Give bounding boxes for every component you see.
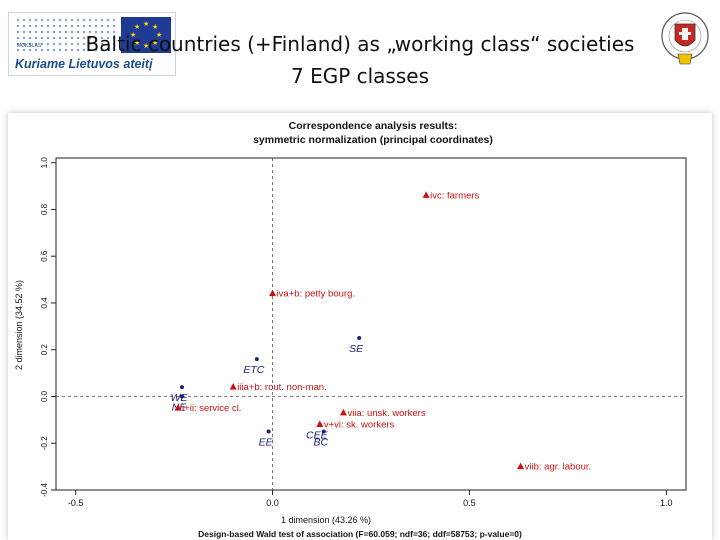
country-point-label: SE <box>349 343 364 355</box>
class-point-marker <box>316 420 324 428</box>
class-point-marker <box>174 404 182 411</box>
plot-frame <box>55 157 687 491</box>
class-point-label: iiia+b: rout. non-man. <box>237 382 327 393</box>
country-point-marker <box>180 385 184 390</box>
slide-title-line2: 7 EGP classes <box>290 64 429 88</box>
class-point-label: iva+b: petty bourg. <box>277 289 355 300</box>
project-logo: MOKSLAS ★ ★ ★ ★ ★ ★ ★ ★ Kuriame Lietuvos… <box>8 12 176 76</box>
class-point-marker <box>517 462 525 470</box>
logo-dots-decoration <box>15 17 115 53</box>
x-axis-label: 1 dimension (43.26 %) <box>281 515 371 525</box>
y-tick-label: 0.2 <box>40 344 49 356</box>
y-axis-label: 2 dimension (34.52 %) <box>14 280 24 370</box>
x-tick-label: 0.5 <box>463 498 476 508</box>
y-tick-label: 0.8 <box>40 203 49 215</box>
x-tick-label: 0.0 <box>266 498 279 508</box>
class-point-marker <box>269 289 277 297</box>
x-tick-label: -0.5 <box>68 498 84 508</box>
country-point-label: ETC <box>243 364 264 376</box>
class-point-label: i+ii: service cl. <box>182 403 241 414</box>
country-point-marker <box>180 394 184 399</box>
country-point-marker <box>321 429 326 434</box>
class-point-label: viib: agr. labour. <box>525 462 592 473</box>
chart-footer: Design-based Wald test of association (F… <box>198 529 522 539</box>
y-tick-label: 0.0 <box>40 390 49 402</box>
chart-title-line1: Correspondence analysis results: <box>289 120 458 132</box>
y-tick-label: 0.6 <box>40 250 49 262</box>
university-crest-icon <box>660 10 710 68</box>
y-tick-label: 0.4 <box>40 297 49 309</box>
chart-title-line2: symmetric normalization (principal coord… <box>253 134 493 146</box>
class-point-marker <box>422 191 430 198</box>
class-point-marker <box>229 383 237 390</box>
x-tick-label: 1.0 <box>660 498 673 508</box>
class-point-label: ivc: farmers <box>430 190 479 201</box>
logo-slogan: Kuriame Lietuvos ateitį <box>15 57 153 71</box>
class-point-label: viia: unsk. workers <box>347 408 425 419</box>
country-point-label: BC <box>313 437 328 449</box>
country-point-marker <box>266 429 271 434</box>
eu-flag-icon: ★ ★ ★ ★ ★ ★ ★ ★ <box>121 17 171 53</box>
axis-ticks: -0.5 0.0 0.5 1.0 -0.4 -0.2 0.0 0.2 0.4 0.6 0.8 1.0 <box>40 157 673 508</box>
slide-title-line1: Baltic countries (+Finland) as „working … <box>85 32 635 56</box>
correspondence-analysis-chart: Correspondence analysis results: symmetr… <box>14 120 687 539</box>
reference-lines <box>56 158 686 490</box>
country-point-marker <box>254 357 259 362</box>
y-tick-label: -0.2 <box>40 436 49 450</box>
chart-panel: Correspondence analysis results: symmetr… <box>8 113 712 540</box>
slide-title: Baltic countries (+Finland) as „working … <box>20 28 700 92</box>
y-tick-label: 1.0 <box>40 157 49 169</box>
logo-small-text: MOKSLAS <box>17 43 42 49</box>
class-point-label: v+vi: sk. workers <box>324 420 395 431</box>
country-point-label: WE <box>171 392 189 404</box>
country-point-marker <box>357 336 362 341</box>
y-tick-label: -0.4 <box>40 483 49 497</box>
class-point-marker <box>339 408 347 416</box>
country-point-label: EE <box>259 437 274 449</box>
